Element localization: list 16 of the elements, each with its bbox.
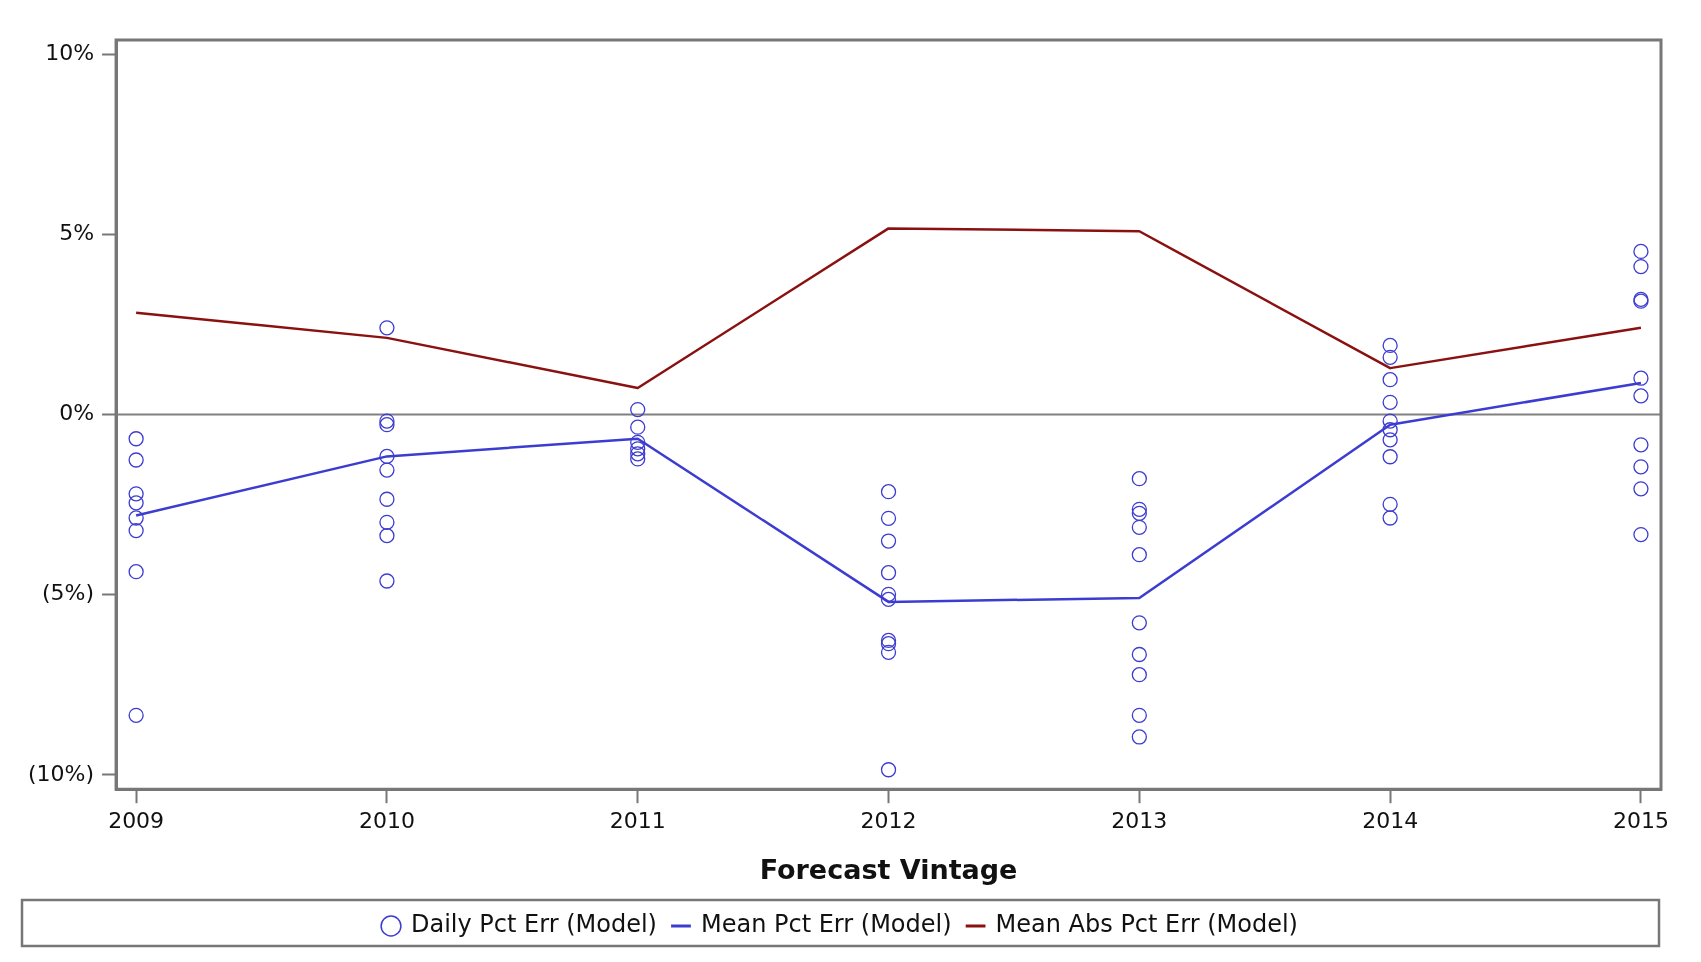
y-tick-label: 5%	[59, 220, 95, 246]
x-axis-title: Forecast Vintage	[759, 853, 1018, 885]
legend-label: Mean Abs Pct Err (Model)	[995, 910, 1298, 939]
y-tick-label: (10%)	[27, 760, 95, 786]
y-tick-label: (5%)	[41, 580, 95, 606]
x-tick-label: 2010	[358, 808, 415, 834]
x-tick-label: 2014	[1362, 808, 1419, 834]
legend-label: Daily Pct Err (Model)	[411, 910, 657, 939]
x-tick-label: 2009	[108, 808, 165, 834]
y-tick-label: 0%	[59, 400, 95, 426]
y-tick-label: 10%	[45, 40, 95, 66]
legend-label: Mean Pct Err (Model)	[700, 910, 952, 939]
x-tick-label: 2015	[1612, 808, 1669, 834]
x-tick-label: 2011	[609, 808, 666, 834]
x-tick-label: 2013	[1111, 808, 1168, 834]
x-tick-label: 2012	[860, 808, 917, 834]
